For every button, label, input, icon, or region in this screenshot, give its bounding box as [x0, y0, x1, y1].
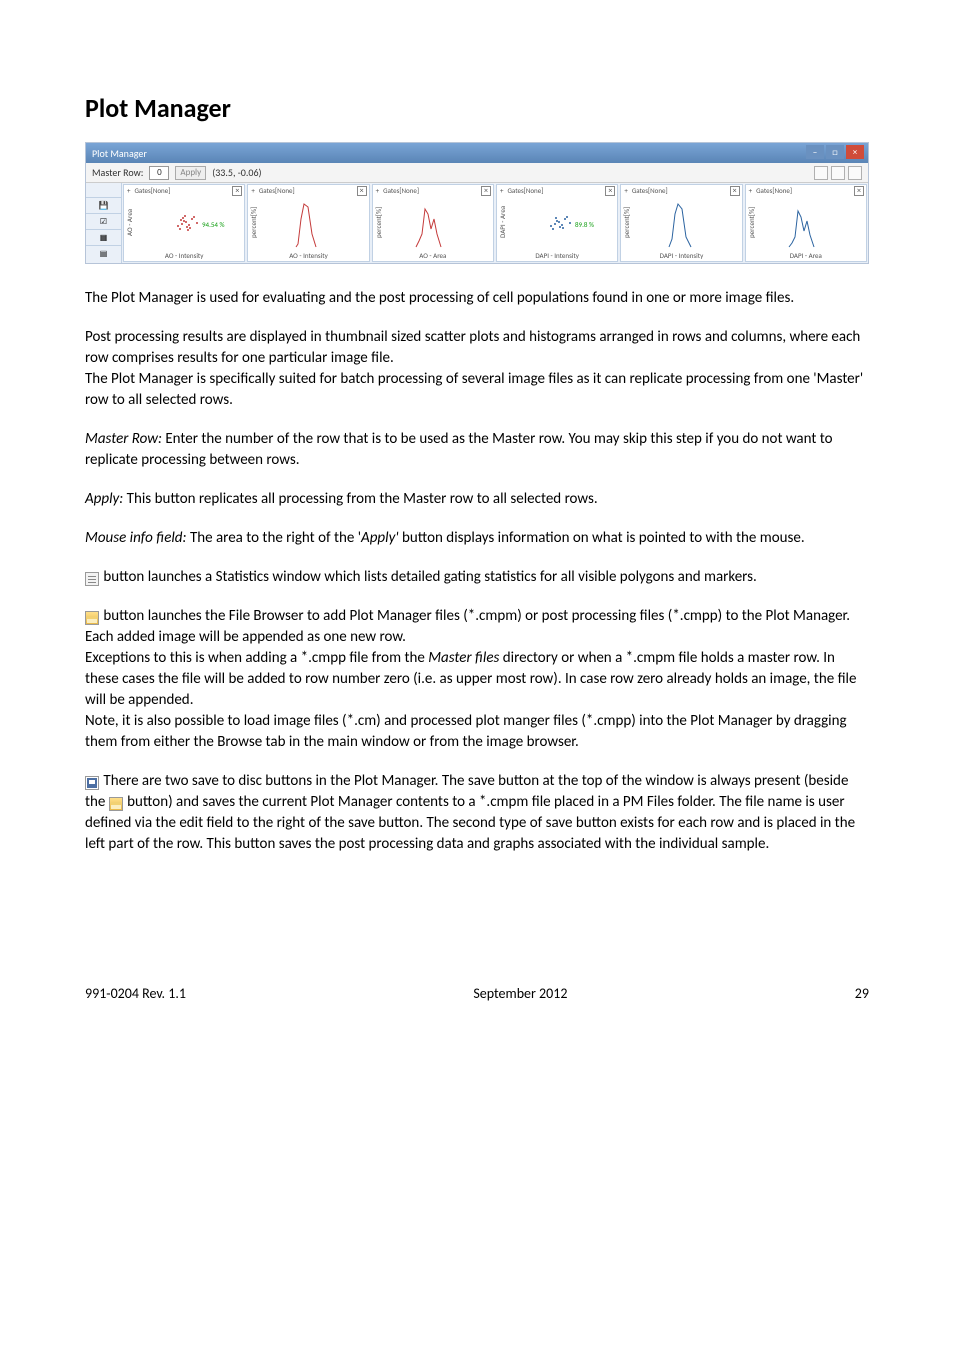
plot-thumb[interactable]: +Gates[None] × AO - Area 94.54 % AO - In…: [123, 184, 245, 262]
row-tool-icon[interactable]: ▦: [86, 229, 121, 245]
footer-rev: 991-0204 Rev. 1.1: [85, 985, 186, 1002]
maximize-icon: □: [826, 145, 844, 159]
master-row-label: Master Row:: [92, 166, 143, 179]
mouse-info-term: Mouse info field:: [85, 529, 187, 547]
post-processing-para-a: Post processing results are displayed in…: [85, 327, 869, 369]
file-browser-para-c: Note, it is also possible to load image …: [85, 711, 869, 753]
folder-icon: [109, 797, 123, 811]
file-browser-para-a: button launches the File Browser to add …: [85, 606, 869, 648]
plot-thumb[interactable]: +Gates[None] × percent[%] AO - Area: [372, 184, 494, 262]
plot-thumb[interactable]: +Gates[None] × percent[%] AO - Intensity: [247, 184, 369, 262]
plot-close-icon[interactable]: ×: [854, 186, 864, 196]
plot-manager-screenshot: Plot Manager – □ × Master Row: 0 Apply (…: [85, 142, 869, 264]
apply-term: Apply:: [85, 490, 123, 508]
save-icon[interactable]: [848, 166, 862, 180]
intro-paragraph: The Plot Manager is used for evaluating …: [85, 288, 869, 309]
row-sidebar: 💾 ☑ ▦ ▤: [86, 183, 122, 263]
stats-icon[interactable]: [814, 166, 828, 180]
mouse-info-para: Mouse info field: The area to the right …: [85, 528, 869, 549]
file-browser-para-b: Exceptions to this is when adding a *.cm…: [85, 648, 869, 711]
save-icon: [85, 776, 99, 790]
close-icon: ×: [846, 145, 864, 159]
open-icon[interactable]: [831, 166, 845, 180]
stats-icon: [85, 572, 99, 586]
folder-icon: [85, 611, 99, 625]
overlay-percent: 94.54 %: [202, 220, 225, 229]
window-title: Plot Manager: [92, 147, 147, 160]
master-row-para: Master Row: Enter the number of the row …: [85, 429, 869, 471]
apply-para: Apply: This button replicates all proces…: [85, 489, 869, 510]
post-processing-para-b: The Plot Manager is specifically suited …: [85, 369, 869, 411]
minimize-icon: –: [806, 145, 824, 159]
plot-close-icon[interactable]: ×: [605, 186, 615, 196]
plot-close-icon[interactable]: ×: [481, 186, 491, 196]
master-row-input[interactable]: 0: [149, 166, 169, 180]
plot-close-icon[interactable]: ×: [357, 186, 367, 196]
row-tool2-icon[interactable]: ▤: [86, 245, 121, 261]
row-save-icon[interactable]: 💾: [86, 197, 121, 213]
svg-text:89.8 %: 89.8 %: [575, 220, 594, 229]
plot-thumb[interactable]: +Gates[None] × percent[%] DAPI - Intensi…: [620, 184, 742, 262]
master-row-term: Master Row:: [85, 430, 162, 448]
mouse-coords: (33.5, -0.06): [212, 166, 261, 179]
row-check[interactable]: ☑: [86, 213, 121, 229]
plot-thumbnails: +Gates[None] × AO - Area 94.54 % AO - In…: [122, 183, 868, 263]
toolbar: Master Row: 0 Apply (33.5, -0.06): [86, 163, 868, 183]
save-button-para: There are two save to disc buttons in th…: [85, 771, 869, 855]
page-footer: 991-0204 Rev. 1.1 September 2012 29: [85, 985, 869, 1002]
stats-button-para: button launches a Statistics window whic…: [85, 567, 869, 588]
page-heading: Plot Manager: [85, 92, 869, 124]
plot-thumb[interactable]: +Gates[None] × DAPI - Area 89.8 % DAPI -…: [496, 184, 618, 262]
window-titlebar: Plot Manager – □ ×: [86, 143, 868, 163]
footer-date: September 2012: [473, 985, 567, 1002]
plot-close-icon[interactable]: ×: [730, 186, 740, 196]
plot-close-icon[interactable]: ×: [232, 186, 242, 196]
footer-page: 29: [855, 985, 869, 1002]
apply-button[interactable]: Apply: [175, 166, 206, 180]
plot-thumb[interactable]: +Gates[None] × percent[%] DAPI - Area: [745, 184, 867, 262]
